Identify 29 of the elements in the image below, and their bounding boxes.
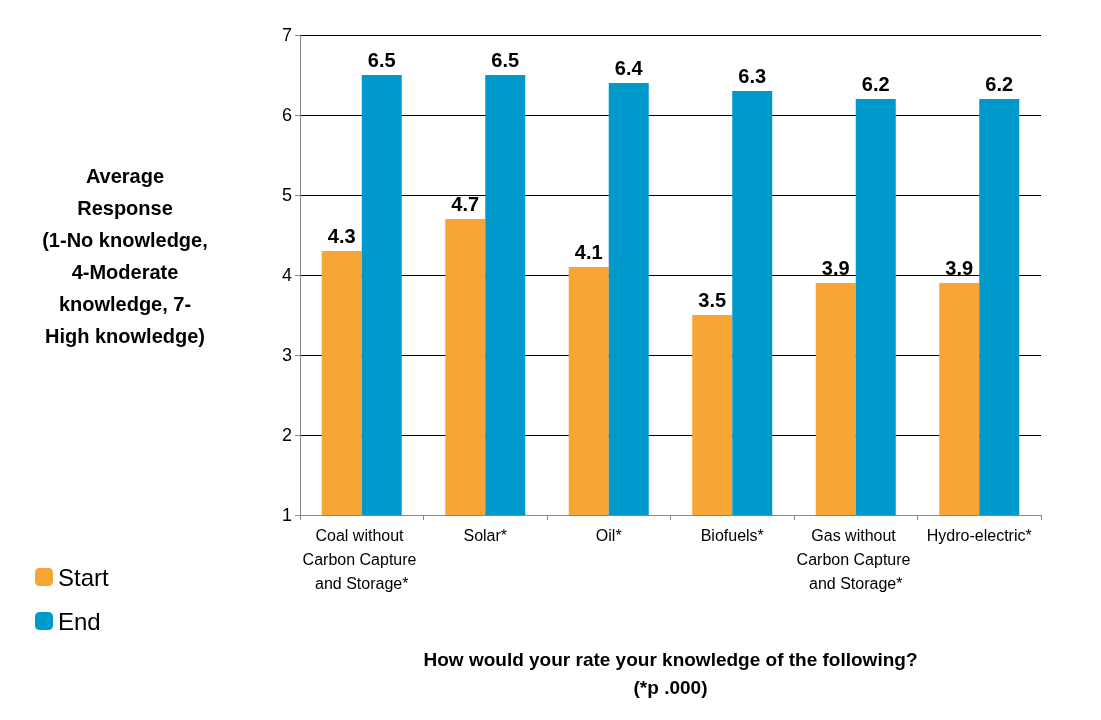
y-tick-label: 4 <box>281 265 292 285</box>
data-label: 3.9 <box>821 257 850 279</box>
data-label: 6.2 <box>985 73 1014 95</box>
x-tick-label: Coal without Carbon Capture and Storage* <box>302 526 421 592</box>
x-tick-label: Biofuels* <box>700 526 764 544</box>
y-axis-title: Average Response (1-No knowledge, 4-Moderate knowledge, 7-High knowledge) <box>41 164 209 349</box>
y-tick-label: 1 <box>281 505 292 525</box>
data-label: 3.5 <box>698 289 727 311</box>
data-label: 6.5 <box>491 49 520 71</box>
data-label: 4.3 <box>327 225 356 247</box>
x-tick-label: Oil* <box>595 526 622 544</box>
y-tick-label: 2 <box>281 425 292 445</box>
x-tick-label: Solar* <box>463 526 508 544</box>
x-tick-label: Gas without Carbon Capture and Storage* <box>796 526 915 592</box>
x-axis-title: How would your rate your knowledge of the following? (*p .000) <box>423 648 918 698</box>
y-tick-label: 5 <box>281 185 292 205</box>
data-label: 6.3 <box>738 65 767 87</box>
data-label: 6.2 <box>861 73 890 95</box>
legend-label: End <box>58 607 101 635</box>
x-tick-label: Hydro-electric* <box>926 526 1032 544</box>
data-label: 4.1 <box>574 241 603 263</box>
legend-label: Start <box>58 563 110 591</box>
data-label: 3.9 <box>945 257 974 279</box>
y-tick-label: 3 <box>281 345 292 365</box>
data-label: 4.7 <box>451 193 480 215</box>
y-tick-label: 7 <box>281 25 292 45</box>
y-tick-label: 6 <box>281 105 292 125</box>
data-label: 6.4 <box>614 57 644 79</box>
data-label: 6.5 <box>367 49 396 71</box>
